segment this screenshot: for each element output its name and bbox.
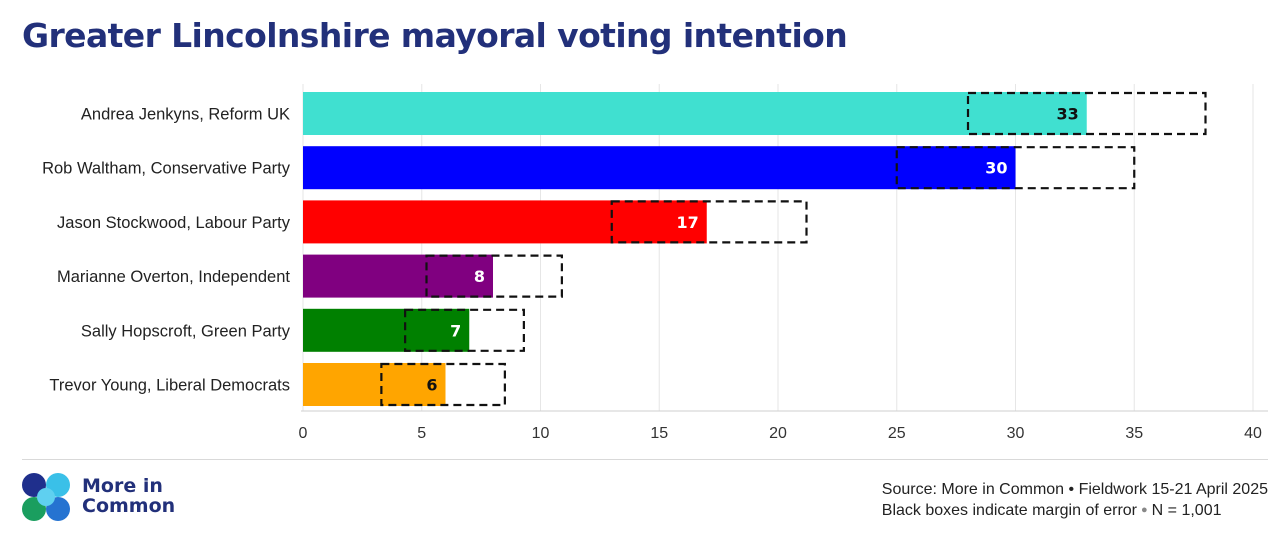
data-label: 17 xyxy=(676,213,698,232)
chart-title: Greater Lincolnshire mayoral voting inte… xyxy=(22,16,848,55)
bar-4 xyxy=(303,254,493,298)
x-tick-label-5: 5 xyxy=(417,425,426,442)
brand-line-2: Common xyxy=(82,495,176,517)
margin-of-error-box xyxy=(380,362,506,407)
bar-6 xyxy=(303,363,446,406)
margin-note: Black boxes indicate margin of error xyxy=(881,502,1138,519)
category-label: Trevor Young, Liberal Democrats xyxy=(49,377,290,395)
x-tick-label-0: 0 xyxy=(299,425,308,442)
brand-line-1: More in xyxy=(82,475,163,497)
category-label: Andrea Jenkyns, Reform UK xyxy=(81,106,290,124)
method-note: Black boxes indicate margin of error ● N =… xyxy=(882,500,1268,521)
x-tick-label-35: 35 xyxy=(1125,425,1143,442)
bar-1 xyxy=(303,92,1087,135)
bar-2 xyxy=(303,146,1016,190)
x-tick-label-25: 25 xyxy=(888,425,906,442)
more-in-common-logo-icon xyxy=(22,473,70,521)
bar-chart: 0 5 10 15 20 25 30 35 40 Andrea Jenkyns, Reform U… xyxy=(42,84,1268,442)
source-note: Source: More in Common • Fieldwork 15-21… xyxy=(881,481,1268,498)
category-label: Sally Hopscroft, Green Party xyxy=(81,322,291,340)
x-tick-label-10: 10 xyxy=(532,425,550,442)
margin-of-error-box xyxy=(966,91,1207,136)
sample-size: N = 1,001 xyxy=(1151,502,1222,519)
data-label: 6 xyxy=(426,376,437,395)
category-label: Jason Stockwood, Labour Party xyxy=(57,214,291,232)
data-label: 8 xyxy=(474,267,485,286)
chart-footer: Source: More in Common • Fieldwork 15-21… xyxy=(882,480,1268,521)
separator-dot: ● xyxy=(1141,504,1148,516)
margin-of-error-box xyxy=(404,308,525,352)
x-tick-label-30: 30 xyxy=(1007,425,1025,442)
x-tick-label-20: 20 xyxy=(769,425,787,442)
margin-of-error-box xyxy=(895,146,1136,190)
brand-wordmark: More in Common xyxy=(82,476,175,516)
bar-5 xyxy=(303,308,470,352)
footer-divider xyxy=(22,459,1268,460)
x-tick-label-40: 40 xyxy=(1244,425,1262,442)
data-label: 30 xyxy=(985,159,1007,178)
data-label: 7 xyxy=(450,321,461,340)
margin-of-error-box xyxy=(610,200,808,244)
margin-of-error-box xyxy=(425,254,563,298)
data-label: 33 xyxy=(1056,105,1078,124)
x-tick-label-15: 15 xyxy=(650,425,668,442)
category-label: Marianne Overton, Independent xyxy=(57,268,290,286)
bar-3 xyxy=(303,200,707,244)
category-label: Rob Waltham, Conservative Party xyxy=(42,160,291,178)
